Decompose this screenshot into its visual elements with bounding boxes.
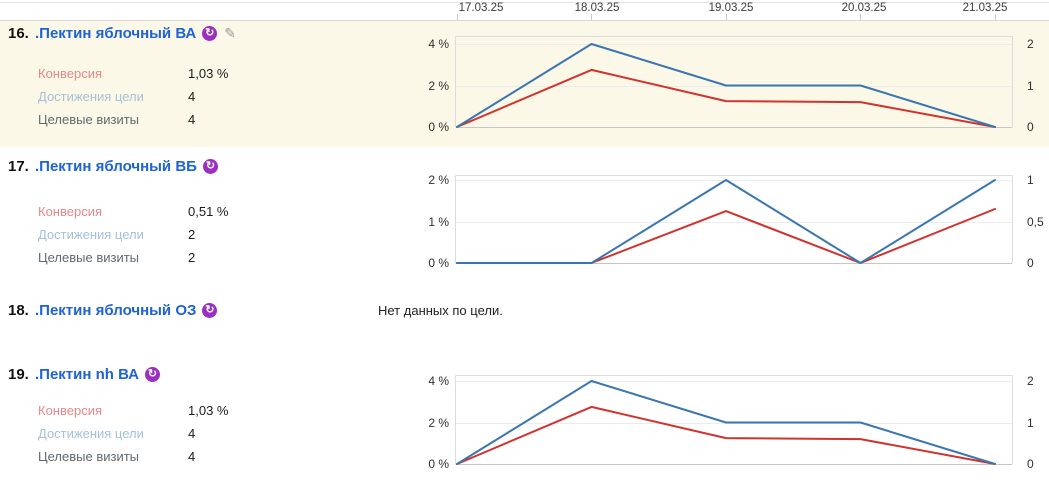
metric-value-goal-visits: 2 xyxy=(188,250,196,265)
goal-row-16-metrics: Конверсия 1,03 % Достижения цели 4 Целев… xyxy=(38,66,228,135)
metric-row: Конверсия 1,03 % xyxy=(38,403,228,426)
edit-icon[interactable]: ✎ xyxy=(224,25,236,41)
top-divider xyxy=(0,2,1049,3)
goal-row-19-metrics: Конверсия 1,03 % Достижения цели 4 Целев… xyxy=(38,403,228,472)
date-label: 21.03.25 xyxy=(962,2,1008,14)
metric-row: Достижения цели 4 xyxy=(38,426,228,449)
chart-canvas xyxy=(455,36,1013,128)
goal-row-18-header: 18. .Пектин яблочный ОЗ ↻ xyxy=(8,302,218,319)
metric-row: Достижения цели 4 xyxy=(38,89,228,112)
metric-value-conversion: 1,03 % xyxy=(188,403,229,418)
date-label: 17.03.25 xyxy=(458,2,504,14)
y-axis-right-label: 2 xyxy=(1027,374,1034,388)
metric-label-conversion: Конверсия xyxy=(38,66,103,81)
metric-row: Целевые визиты 4 xyxy=(38,449,228,472)
y-axis-right-label: 1 xyxy=(1027,415,1034,430)
goal-type-icon: ↻ xyxy=(145,367,161,382)
goal-17-trend-chart[interactable]: 0 % 1 % 2 % 0 0,5 1 xyxy=(428,173,1043,270)
goal-type-icon: ↻ xyxy=(202,26,218,41)
y-axis-left-label: 2 % xyxy=(428,78,449,93)
y-axis-right-label: 0 xyxy=(1027,457,1034,471)
metric-value-conversion: 0,51 % xyxy=(188,204,229,219)
y-axis-left-label: 2 % xyxy=(428,415,449,430)
series-line-goal-reaches xyxy=(456,380,996,465)
axis-tick xyxy=(591,14,592,20)
axis-tick xyxy=(995,14,996,20)
goal-row-17-metrics: Конверсия 0,51 % Достижения цели 2 Целев… xyxy=(38,204,228,273)
metric-label-goal-visits: Целевые визиты xyxy=(38,250,140,265)
goal-title-link[interactable]: .Пектин яблочный ВА xyxy=(35,25,197,42)
date-label: 19.03.25 xyxy=(708,2,754,14)
y-axis-right-label: 1 xyxy=(1027,173,1034,187)
goal-row-19-header: 19. .Пектин nh ВА ↻ xyxy=(8,366,161,383)
y-axis-right-label: 1 xyxy=(1027,78,1034,93)
y-axis-right-label: 0 xyxy=(1027,120,1034,134)
goal-type-icon: ↻ xyxy=(202,303,218,318)
goal-number: 18. xyxy=(8,302,29,319)
goal-row-16-header: 16. .Пектин яблочный ВА ↻ ✎ xyxy=(8,25,236,42)
y-axis-left-label: 0 % xyxy=(428,457,449,471)
y-axis-left-label: 4 % xyxy=(428,37,449,51)
metric-value-goal-reaches: 2 xyxy=(188,227,196,242)
goal-number: 19. xyxy=(8,366,29,383)
y-axis-left-label: 0 % xyxy=(428,256,449,270)
metric-value-conversion: 1,03 % xyxy=(188,66,229,81)
metric-row: Достижения цели 2 xyxy=(38,227,228,250)
axis-tick xyxy=(457,14,458,20)
metric-label-goal-reaches: Достижения цели xyxy=(38,227,144,242)
y-axis-left-label: 4 % xyxy=(428,374,449,388)
goal-16-trend-chart[interactable]: 0 % 2 % 4 % 0 1 2 xyxy=(428,36,1034,134)
goal-title-link[interactable]: .Пектин яблочный ВБ xyxy=(35,158,197,175)
metric-label-conversion: Конверсия xyxy=(38,403,103,418)
goal-number: 16. xyxy=(8,25,29,42)
metric-label-goal-visits: Целевые визиты xyxy=(38,112,140,127)
goal-title-link[interactable]: .Пектин яблочный ОЗ xyxy=(35,302,197,319)
no-data-message: Нет данных по цели. xyxy=(378,303,503,318)
metric-value-goal-reaches: 4 xyxy=(188,426,196,441)
metric-row: Целевые визиты 4 xyxy=(38,112,228,135)
goal-type-icon: ↻ xyxy=(202,159,218,174)
y-axis-left-label: 1 % xyxy=(428,214,449,229)
goal-row-16-highlight xyxy=(0,21,1049,147)
goal-title-link[interactable]: .Пектин nh ВА xyxy=(35,366,140,383)
series-line-goal-reaches xyxy=(456,179,996,264)
metric-row: Конверсия 1,03 % xyxy=(38,66,228,89)
y-axis-left-label: 0 % xyxy=(428,120,449,134)
metric-label-conversion: Конверсия xyxy=(38,204,103,219)
series-line-conversion xyxy=(456,208,996,264)
date-label: 18.03.25 xyxy=(574,2,620,14)
y-axis-right-label: 0 xyxy=(1027,256,1034,270)
series-line-goal-reaches xyxy=(456,43,996,128)
metric-label-goal-reaches: Достижения цели xyxy=(38,426,144,441)
chart-canvas xyxy=(455,375,1013,465)
goal-number: 17. xyxy=(8,158,29,175)
y-axis-left-label: 2 % xyxy=(428,173,449,187)
goal-row-17-header: 17. .Пектин яблочный ВБ ↻ xyxy=(8,158,218,175)
metric-label-goal-reaches: Достижения цели xyxy=(38,89,144,104)
metric-value-goal-visits: 4 xyxy=(188,112,196,127)
axis-tick xyxy=(726,14,727,20)
goal-19-trend-chart[interactable]: 0 % 2 % 4 % 0 1 2 xyxy=(428,374,1033,471)
header-divider xyxy=(0,20,1049,21)
metric-value-goal-reaches: 4 xyxy=(188,89,196,104)
chart-canvas xyxy=(455,175,1013,264)
date-label: 20.03.25 xyxy=(841,2,887,14)
y-axis-right-label: 2 xyxy=(1027,37,1034,51)
series-line-conversion xyxy=(456,405,996,465)
y-axis-right-label: 0,5 xyxy=(1027,214,1044,229)
metric-value-goal-visits: 4 xyxy=(188,449,196,464)
metric-label-goal-visits: Целевые визиты xyxy=(38,449,140,464)
axis-tick xyxy=(860,14,861,20)
metric-row: Целевые визиты 2 xyxy=(38,250,228,273)
metric-row: Конверсия 0,51 % xyxy=(38,204,228,227)
series-line-conversion xyxy=(456,68,996,128)
